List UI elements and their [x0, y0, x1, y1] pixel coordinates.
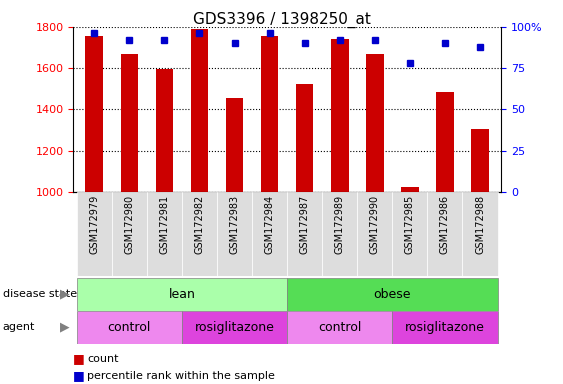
FancyBboxPatch shape — [287, 311, 392, 344]
FancyBboxPatch shape — [112, 192, 147, 276]
FancyBboxPatch shape — [358, 192, 392, 276]
Text: GSM172989: GSM172989 — [335, 195, 345, 254]
Text: disease state: disease state — [3, 289, 77, 299]
FancyBboxPatch shape — [287, 192, 322, 276]
Text: GSM172983: GSM172983 — [230, 195, 239, 254]
FancyBboxPatch shape — [427, 192, 462, 276]
Text: GDS3396 / 1398250_at: GDS3396 / 1398250_at — [193, 12, 370, 28]
Bar — [155, 69, 173, 192]
Text: GSM172986: GSM172986 — [440, 195, 450, 254]
FancyBboxPatch shape — [287, 278, 498, 311]
Bar — [401, 187, 419, 192]
FancyBboxPatch shape — [182, 311, 287, 344]
Text: lean: lean — [168, 288, 195, 301]
Bar — [86, 36, 103, 192]
Text: GSM172980: GSM172980 — [124, 195, 135, 254]
Text: obese: obese — [374, 288, 411, 301]
Bar — [226, 98, 243, 192]
Text: GSM172985: GSM172985 — [405, 195, 415, 254]
FancyBboxPatch shape — [392, 192, 427, 276]
Text: ▶: ▶ — [60, 287, 70, 300]
Text: control: control — [108, 321, 151, 334]
FancyBboxPatch shape — [462, 192, 498, 276]
FancyBboxPatch shape — [217, 192, 252, 276]
Text: GSM172981: GSM172981 — [159, 195, 169, 254]
Bar — [296, 84, 314, 192]
Text: agent: agent — [3, 322, 35, 332]
Text: control: control — [318, 321, 361, 334]
Text: GSM172984: GSM172984 — [265, 195, 275, 254]
FancyBboxPatch shape — [392, 311, 498, 344]
Bar — [120, 54, 138, 192]
Bar — [471, 129, 489, 192]
Bar — [191, 29, 208, 192]
FancyBboxPatch shape — [147, 192, 182, 276]
Text: percentile rank within the sample: percentile rank within the sample — [87, 371, 275, 381]
FancyBboxPatch shape — [77, 192, 112, 276]
Bar — [436, 92, 454, 192]
Text: ■: ■ — [73, 369, 85, 382]
FancyBboxPatch shape — [77, 311, 182, 344]
Text: count: count — [87, 354, 119, 364]
Text: rosiglitazone: rosiglitazone — [405, 321, 485, 334]
Text: GSM172979: GSM172979 — [89, 195, 99, 254]
Text: GSM172987: GSM172987 — [300, 195, 310, 254]
Bar — [261, 36, 278, 192]
Text: GSM172990: GSM172990 — [370, 195, 380, 254]
FancyBboxPatch shape — [77, 278, 287, 311]
Text: ▶: ▶ — [60, 321, 70, 334]
Text: ■: ■ — [73, 353, 85, 366]
FancyBboxPatch shape — [322, 192, 358, 276]
FancyBboxPatch shape — [252, 192, 287, 276]
Text: rosiglitazone: rosiglitazone — [195, 321, 274, 334]
Text: GSM172988: GSM172988 — [475, 195, 485, 254]
Text: GSM172982: GSM172982 — [194, 195, 204, 254]
Bar — [366, 54, 383, 192]
FancyBboxPatch shape — [182, 192, 217, 276]
Bar — [331, 39, 348, 192]
